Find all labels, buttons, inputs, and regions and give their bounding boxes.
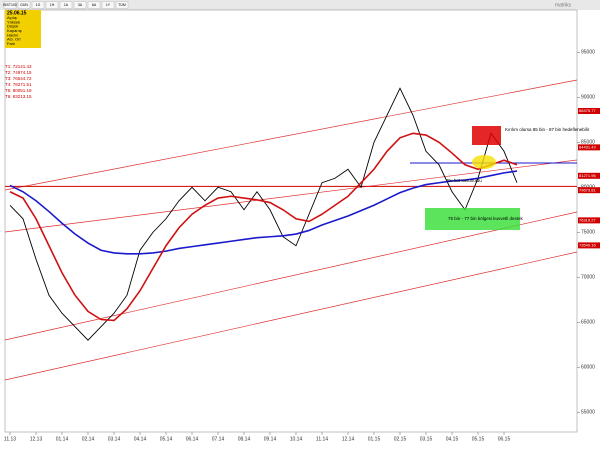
- level-text: T3: 76544.72: [5, 76, 32, 81]
- toolbar-label: TÜM: [118, 3, 126, 7]
- toolbar-button: [59, 1, 73, 9]
- x-tick-label: 06.14: [186, 436, 199, 442]
- y-tick-label: 65000: [581, 320, 595, 326]
- price-label-bg: [578, 107, 600, 114]
- x-tick-label: 05.14: [160, 436, 173, 442]
- info-row: Fark: [7, 41, 15, 46]
- toolbar-label: 1G: [36, 3, 41, 7]
- price-label: 81271.96: [579, 173, 596, 178]
- x-tick-label: 11.13: [4, 436, 16, 442]
- price-label: 88475.77: [579, 108, 596, 113]
- x-tick-label: 04.15: [446, 436, 459, 442]
- info-row: Hacim: [7, 32, 19, 37]
- price-label: 84431.43: [579, 144, 596, 149]
- toolbar-button: [101, 1, 115, 9]
- toolbar-button: [3, 1, 17, 9]
- toolbar-label: 3A: [78, 3, 83, 7]
- x-tick-label: 04.14: [134, 436, 147, 442]
- y-tick-label: 55000: [581, 410, 595, 416]
- info-box: [5, 10, 41, 48]
- toolbar-button: [87, 1, 101, 9]
- x-tick-label: 05.15: [472, 436, 485, 442]
- price-label-bg: [578, 217, 600, 224]
- watermark: matriks: [555, 2, 572, 8]
- info-row: Yüksek: [7, 19, 20, 24]
- price-label-bg: [578, 242, 600, 249]
- x-tick-label: 02.14: [82, 436, 95, 442]
- toolbar-button: [45, 1, 59, 9]
- channel-line: [4, 79, 578, 191]
- toolbar-label: 1A: [64, 3, 69, 7]
- level-text: T2: 74974.15: [5, 70, 32, 75]
- toolbar-items: BIST100 GÜN 1G 1H 1A 3A 6A 1Y TÜM: [3, 1, 129, 9]
- plot-frame: [4, 9, 578, 433]
- target-box: [472, 126, 501, 145]
- price-label: 73540.16: [579, 242, 596, 247]
- y-tick-label: 90000: [581, 95, 595, 101]
- x-tick-label: 03.15: [420, 436, 433, 442]
- x-tick-label: 03.14: [108, 436, 121, 442]
- series-line: [9, 132, 518, 322]
- price-label: 79673.81: [579, 187, 596, 192]
- toolbar-label: 6A: [92, 3, 97, 7]
- x-tick-label: 11.14: [316, 436, 328, 442]
- y-tick-label: 95000: [581, 50, 595, 56]
- toolbar-label: GÜN: [20, 3, 28, 7]
- toolbar-button: [73, 1, 87, 9]
- toolbar-button: [31, 1, 45, 9]
- level-text: T6: 83213.15: [5, 94, 32, 99]
- level-text: T1: 72141.43: [5, 64, 32, 69]
- x-tick-label: 02.15: [394, 436, 407, 442]
- x-tick-label: 01.15: [368, 436, 381, 442]
- price-label: 76319.27: [579, 217, 596, 222]
- toolbar: [0, 0, 600, 10]
- x-tick-label: 12.14: [342, 436, 355, 442]
- x-tick-label: 07.14: [212, 436, 225, 442]
- annotation: Bu hat savunuldu: [447, 178, 482, 183]
- x-tick-label: 10.14: [290, 436, 303, 442]
- toolbar-label: BIST100: [3, 3, 17, 7]
- info-row: Düşük: [7, 24, 18, 29]
- info-row: Kapanış: [7, 28, 22, 33]
- x-tick-label: 12.13: [30, 436, 43, 442]
- price-label-bg: [578, 172, 600, 179]
- level-text: T5: 80051.19: [5, 88, 32, 93]
- toolbar-label: 1H: [50, 3, 55, 7]
- toolbar-button: [17, 1, 31, 9]
- highlight: [472, 155, 496, 169]
- support-box: [425, 208, 520, 230]
- y-tick-label: 60000: [581, 365, 595, 371]
- toolbar-button: [115, 1, 129, 9]
- channel-line: [4, 159, 578, 233]
- price-label-bg: [578, 144, 600, 151]
- y-tick-label: 75000: [581, 230, 595, 236]
- x-tick-label: 08.14: [238, 436, 251, 442]
- info-date: 25.06.15: [7, 10, 27, 16]
- info-row: AG. Ort: [7, 37, 21, 42]
- x-tick-label: 01.14: [56, 436, 69, 442]
- info-row: Açılış: [7, 15, 17, 20]
- x-tick-label: 09.14: [264, 436, 277, 442]
- price-label-bg: [578, 187, 600, 194]
- y-tick-label: 70000: [581, 275, 595, 281]
- y-tick-label: 85000: [581, 140, 595, 146]
- annotation: Kırılım olursa 85 bin - 87 bin hedeflene…: [505, 127, 590, 132]
- level-text: T4: 78271.51: [5, 82, 32, 87]
- toolbar-label: 1Y: [106, 3, 111, 7]
- channel-line: [4, 251, 578, 381]
- series-line: [9, 170, 518, 255]
- marks: [5, 87, 577, 341]
- annotation: 75 bin - 77 bin bölgesi kuvvetli destek: [448, 216, 524, 221]
- x-tick-label: 06.15: [498, 436, 511, 442]
